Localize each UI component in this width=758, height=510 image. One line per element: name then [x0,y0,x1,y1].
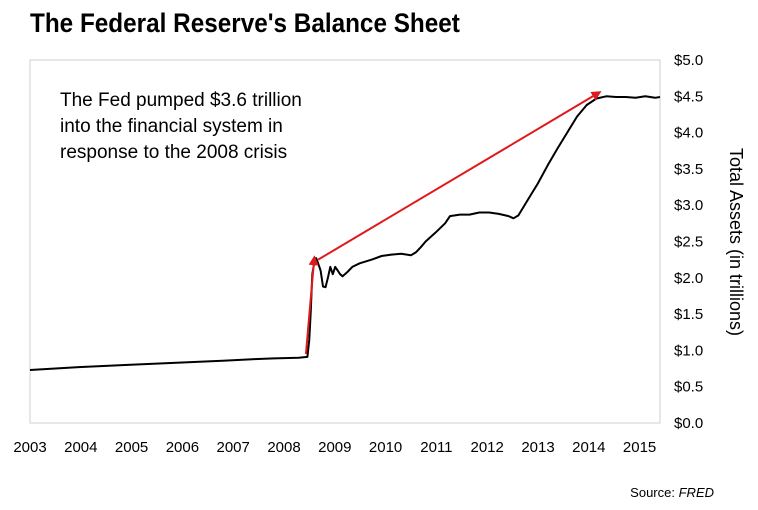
arrow-annotations [304,91,602,355]
balance-sheet-line [29,95,661,371]
x-tick-label: 2010 [369,439,402,456]
y-tick-label: $3.5 [674,161,703,178]
y-tick-label: $4.5 [674,88,703,105]
x-tick-label: 2014 [572,439,605,456]
y-tick-label: $4.0 [674,125,703,142]
chart-title: The Federal Reserve's Balance Sheet [30,8,460,38]
x-tick-label: 2011 [420,439,452,456]
y-axis-label: Total Assets (in trillions) [726,148,746,336]
plot-area [29,59,661,424]
x-tick-label: 2004 [64,439,97,456]
y-tick-label: $3.0 [674,197,703,214]
x-tick-label: 2008 [267,439,300,456]
x-tick-label: 2007 [217,439,250,456]
y-tick-label: $1.0 [674,342,703,359]
x-tick-label: 2013 [521,439,554,456]
y-tick-label: $5.0 [674,52,703,69]
source-name: FRED [678,485,714,500]
x-tick-label: 2006 [166,439,199,456]
red-arrow-2 [317,91,602,261]
x-tick-label: 2015 [623,439,656,456]
x-tick-labels: 2003 2004 2005 2006 2007 2008 2009 2010 2011 2012… [13,439,656,456]
y-tick-label: $2.0 [674,270,703,287]
x-tick-label: 2009 [318,439,351,456]
x-tick-label: 2012 [471,439,504,456]
red-arrow-1 [304,255,319,355]
y-tick-label: $0.0 [674,415,703,432]
x-tick-label: 2003 [13,439,46,456]
y-tick-label: $2.5 [674,234,703,251]
annotation-line: response to the 2008 crisis [60,142,287,163]
source-note: Source: FRED [630,485,714,500]
y-tick-label: $0.5 [674,379,703,396]
x-tick-label: 2005 [115,439,148,456]
y-tick-label: $1.5 [674,306,703,323]
annotation-text: The Fed pumped $3.6 trillion into the fin… [60,90,302,163]
annotation-line: The Fed pumped $3.6 trillion [60,90,302,111]
annotation-line: into the financial system in [60,116,283,137]
source-label: Source: [630,485,675,500]
y-tick-labels: $0.0 $0.5 $1.0 $1.5 $2.0 $2.5 $3.0 $3.5 $4.0 $4.5… [674,52,703,432]
